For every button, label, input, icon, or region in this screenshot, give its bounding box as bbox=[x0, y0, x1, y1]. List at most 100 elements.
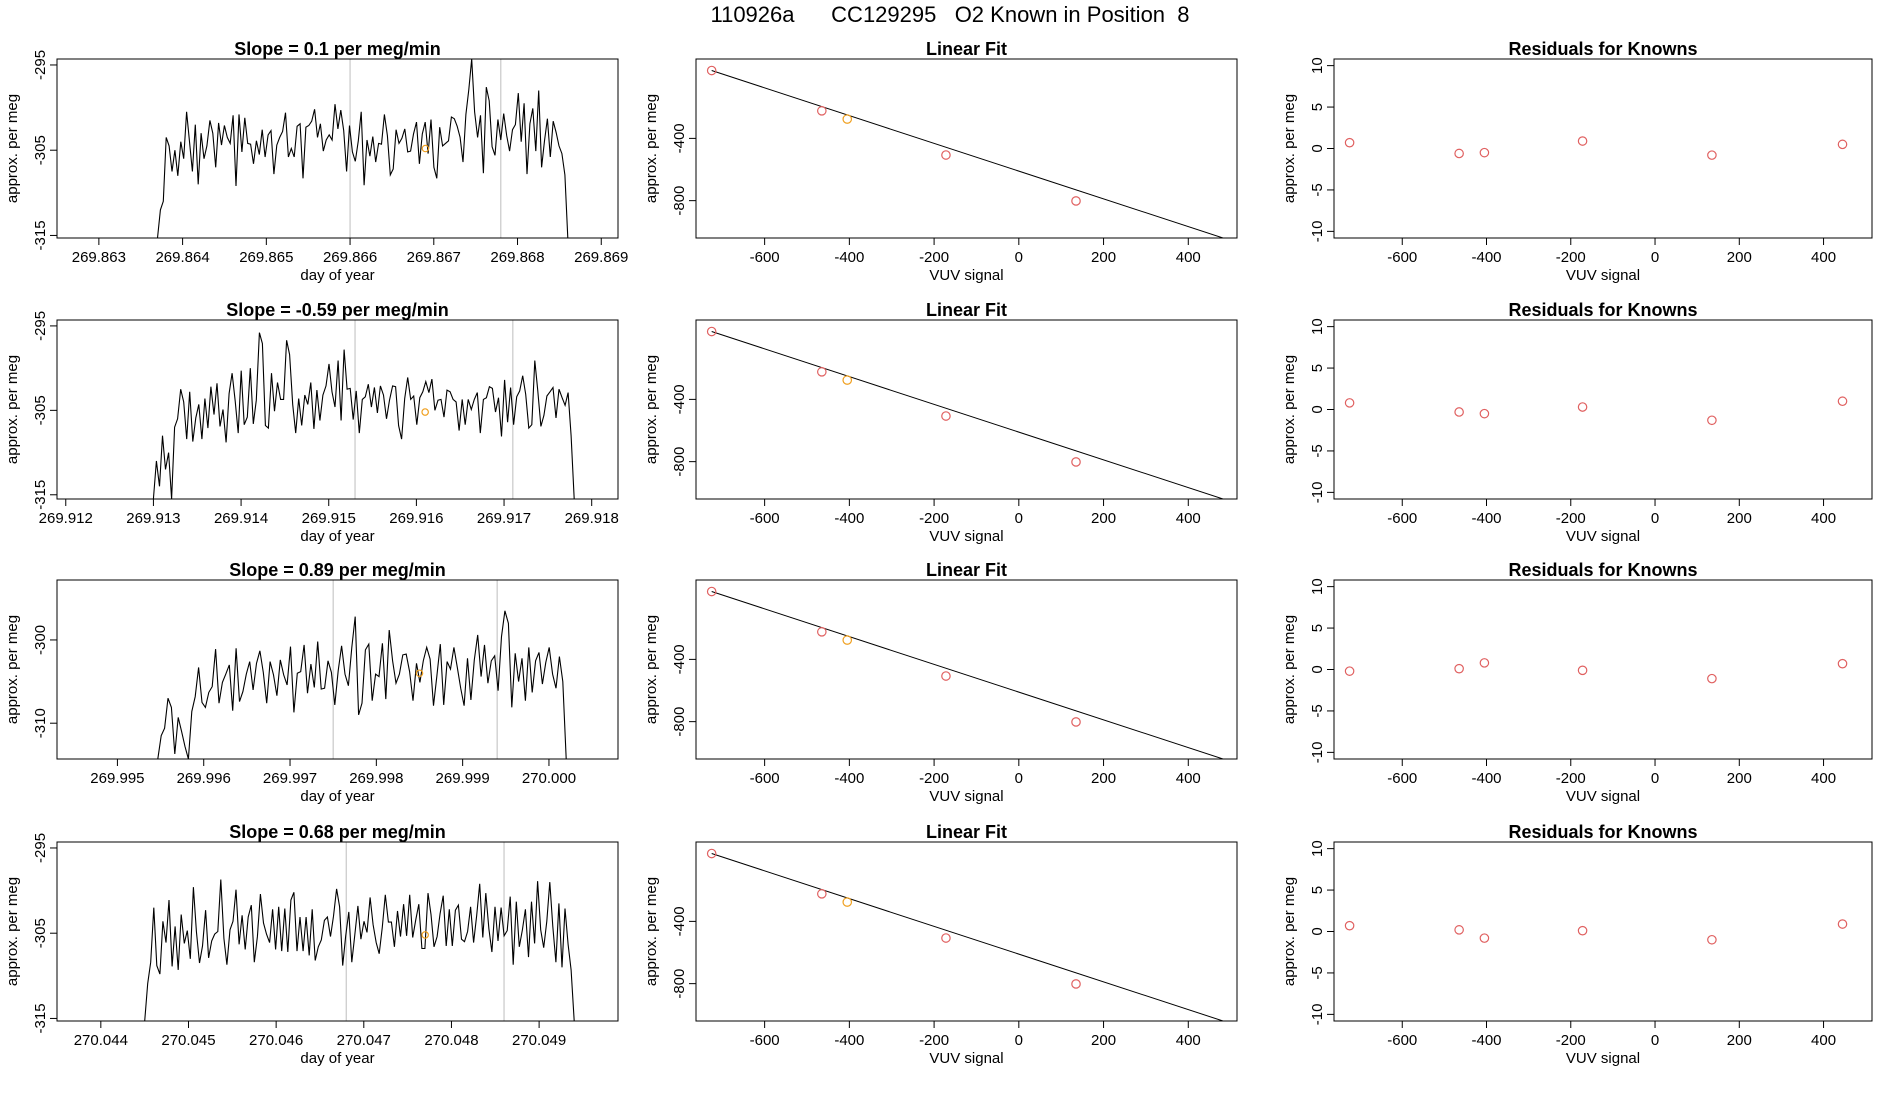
x-tick-label: 200 bbox=[1091, 249, 1116, 266]
panel-title: Residuals for Knowns bbox=[1508, 300, 1697, 320]
y-axis-label: approx. per meg bbox=[4, 94, 21, 203]
x-tick-label: -200 bbox=[919, 770, 949, 787]
plot-frame bbox=[695, 579, 1238, 760]
plot-area bbox=[706, 586, 1225, 759]
y-tick-label: -400 bbox=[671, 906, 688, 936]
y-axis-label: approx. per meg bbox=[643, 877, 660, 986]
y-tick-label: 5 bbox=[1309, 364, 1326, 372]
plot-area bbox=[1344, 658, 1848, 684]
data-point bbox=[1479, 933, 1490, 943]
x-axis-label: day of year bbox=[300, 1050, 374, 1067]
data-point bbox=[1454, 407, 1464, 417]
data-point bbox=[1577, 136, 1588, 146]
x-tick-label: 200 bbox=[1091, 770, 1116, 787]
figure-title: 110926a CC129295 O2 Known in Position 8 bbox=[710, 2, 1190, 27]
y-tick-label: -800 bbox=[671, 447, 688, 477]
plot-frame bbox=[56, 58, 619, 239]
x-tick-label: 269.915 bbox=[302, 510, 356, 527]
data-point bbox=[1479, 408, 1490, 419]
y-tick-label: -10 bbox=[1309, 482, 1326, 504]
x-tick-label: -400 bbox=[1471, 249, 1501, 266]
panel-title: Linear Fit bbox=[926, 822, 1007, 842]
panel-title: Slope = 0.68 per meg/min bbox=[229, 822, 446, 842]
fit-line bbox=[711, 331, 1225, 499]
data-point bbox=[1707, 415, 1717, 426]
x-axis-label: day of year bbox=[300, 528, 374, 545]
panel-r1-c1: Slope = 0.1 per meg/min 269.863 269.864 269… bbox=[4, 39, 628, 284]
x-tick-label: 269.912 bbox=[39, 510, 93, 527]
y-tick-label: -5 bbox=[1309, 966, 1326, 979]
y-tick-label: 10 bbox=[1309, 578, 1326, 595]
x-tick-label: 269.996 bbox=[177, 770, 231, 787]
y-tick-label: 0 bbox=[1309, 927, 1326, 935]
x-tick-label: 270.045 bbox=[161, 1032, 215, 1049]
x-tick-label: 269.865 bbox=[239, 249, 293, 266]
x-axis-label: day of year bbox=[300, 267, 374, 284]
panel-r3-c1: Slope = 0.89 per meg/min 269.995 269.996 26… bbox=[4, 560, 619, 805]
data-point bbox=[1344, 137, 1355, 148]
x-tick-label: 0 bbox=[1651, 510, 1659, 527]
data-point bbox=[1707, 934, 1717, 945]
x-axis-label: VUV signal bbox=[929, 1050, 1003, 1067]
data-point bbox=[817, 106, 827, 116]
data-point bbox=[706, 326, 717, 337]
data-point bbox=[1577, 925, 1588, 936]
x-tick-label: 0 bbox=[1015, 510, 1023, 527]
x-axis-label: VUV signal bbox=[929, 528, 1003, 545]
data-point bbox=[842, 635, 853, 645]
panel-title: Slope = 0.89 per meg/min bbox=[229, 560, 446, 580]
panel-r1-c3: Residuals for Knowns -600 -400 -200 0 200 400 1… bbox=[1281, 39, 1873, 284]
data-point bbox=[706, 65, 717, 76]
y-tick-label: -305 bbox=[32, 918, 49, 948]
data-point bbox=[1071, 457, 1081, 467]
x-tick-label: 269.999 bbox=[436, 770, 490, 787]
y-tick-label: -800 bbox=[671, 969, 688, 999]
panel-title: Slope = -0.59 per meg/min bbox=[226, 300, 449, 320]
panel-r4-c3: Residuals for Knowns -600 -400 -200 0 200 400 1… bbox=[1281, 822, 1873, 1067]
data-point bbox=[817, 367, 827, 377]
plot-area bbox=[1344, 396, 1848, 426]
x-tick-label: 200 bbox=[1727, 1032, 1752, 1049]
data-point bbox=[1479, 658, 1490, 668]
x-tick-label: -200 bbox=[919, 1032, 949, 1049]
y-axis-label: approx. per meg bbox=[4, 877, 21, 986]
x-tick-label: 0 bbox=[1015, 1032, 1023, 1049]
panel-r2-c3: Residuals for Knowns -600 -400 -200 0 200 400 1… bbox=[1281, 300, 1873, 545]
x-tick-label: 270.047 bbox=[337, 1032, 391, 1049]
x-tick-label: 269.864 bbox=[155, 249, 209, 266]
y-axis-label: approx. per meg bbox=[643, 615, 660, 724]
x-tick-label: 269.997 bbox=[263, 770, 317, 787]
data-point bbox=[941, 150, 951, 160]
series-line bbox=[152, 332, 575, 499]
y-axis-label: approx. per meg bbox=[4, 615, 21, 724]
x-tick-label: 400 bbox=[1176, 1032, 1201, 1049]
x-axis-label: VUV signal bbox=[929, 267, 1003, 284]
x-tick-label: -200 bbox=[1556, 510, 1586, 527]
plot-area bbox=[706, 326, 1225, 499]
x-tick-label: -600 bbox=[1387, 770, 1417, 787]
x-tick-label: -200 bbox=[919, 249, 949, 266]
plot-area bbox=[706, 65, 1225, 238]
fit-line bbox=[711, 591, 1225, 759]
x-tick-label: -400 bbox=[1471, 510, 1501, 527]
data-point bbox=[1837, 139, 1848, 150]
x-tick-label: 0 bbox=[1651, 249, 1659, 266]
data-point bbox=[1837, 919, 1848, 929]
y-tick-label: -5 bbox=[1309, 444, 1326, 457]
x-tick-label: -200 bbox=[1556, 1032, 1586, 1049]
y-tick-label: 5 bbox=[1309, 624, 1326, 632]
data-point bbox=[817, 889, 827, 899]
x-tick-label: 270.049 bbox=[512, 1032, 566, 1049]
x-tick-label: -600 bbox=[750, 1032, 780, 1049]
x-tick-label: 269.863 bbox=[72, 249, 126, 266]
y-axis-label: approx. per meg bbox=[643, 355, 660, 464]
data-point bbox=[1837, 396, 1848, 407]
x-axis-label: VUV signal bbox=[1566, 528, 1640, 545]
x-tick-label: 270.048 bbox=[424, 1032, 478, 1049]
x-axis-label: day of year bbox=[300, 788, 374, 805]
y-tick-label: -10 bbox=[1309, 221, 1326, 243]
plot-area bbox=[144, 842, 575, 1021]
y-tick-label: 5 bbox=[1309, 103, 1326, 111]
plot-frame bbox=[1333, 319, 1873, 500]
data-point bbox=[706, 586, 717, 597]
